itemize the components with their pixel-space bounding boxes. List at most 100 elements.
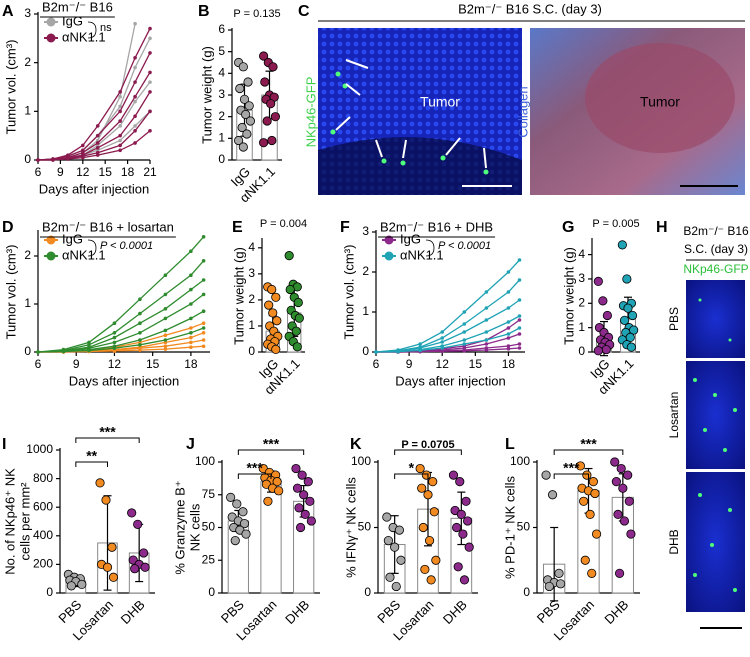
data-point [383, 535, 393, 546]
panel-letter: E [232, 219, 243, 236]
fluorescence-image [686, 280, 745, 358]
data-point [580, 555, 590, 565]
y-tick-label: 3 [362, 224, 369, 238]
data-point [614, 568, 625, 578]
data-point [36, 350, 40, 354]
y-tick-label: 6 [218, 22, 225, 36]
data-point [618, 483, 628, 493]
data-point [201, 309, 206, 314]
annotation-bracket [87, 239, 97, 257]
x-tick-label: 12 [76, 165, 90, 179]
panel-letter: D [2, 219, 14, 236]
x-tick-label: 9 [406, 357, 413, 371]
data-point [266, 99, 276, 109]
data-point [517, 332, 522, 336]
x-tick-label: 21 [143, 165, 157, 179]
data-point [241, 109, 251, 120]
legend-label: αNK1.1 [62, 247, 106, 262]
y-tick-label: 25 [202, 552, 216, 566]
comparison-label: *** [563, 460, 580, 476]
data-point [138, 297, 142, 302]
y-tick-label: 2 [218, 109, 225, 123]
x-tick-label: 6 [35, 357, 42, 371]
data-point [462, 322, 467, 326]
y-tick-label: 3 [24, 6, 31, 20]
data-point [130, 564, 140, 574]
data-point [623, 303, 633, 313]
y-tick-label: 100 [195, 454, 215, 468]
data-point [148, 26, 152, 31]
x-tick-label: 12 [436, 357, 450, 371]
y-axis-label: No. of NKp46⁺ NK [2, 468, 17, 575]
data-point [127, 508, 137, 518]
data-point [440, 330, 445, 334]
data-point [262, 116, 272, 126]
comparison-bracket [553, 473, 589, 479]
data-point [391, 581, 401, 592]
data-point [189, 335, 193, 340]
annotation: P = 0.005 [592, 218, 639, 230]
x-tick-label: 6 [373, 357, 380, 371]
data-point [95, 153, 100, 157]
data-point [517, 342, 522, 346]
data-point [107, 542, 117, 552]
data-point [517, 314, 522, 318]
data-point [101, 495, 111, 505]
data-point [163, 344, 168, 349]
y-tick-label: 100 [351, 454, 371, 468]
data-point [579, 496, 589, 506]
gfp-cells [330, 71, 489, 175]
comparison-label: *** [263, 436, 280, 452]
data-point [461, 496, 471, 506]
arrows [335, 59, 487, 169]
comparison-bracket [394, 449, 462, 455]
annotation-bracket [87, 21, 97, 39]
data-point [239, 518, 250, 529]
y-tick-label: 3 [248, 266, 255, 280]
data-point [138, 338, 142, 342]
data-point [374, 350, 378, 354]
data-point [305, 496, 315, 506]
data-point [189, 249, 193, 253]
series-line [37, 293, 204, 353]
data-point [81, 155, 85, 160]
data-point [118, 138, 122, 143]
data-point [418, 348, 422, 353]
x-tick-label: DHB [440, 597, 470, 627]
marker-label: NKp46-GFP [683, 262, 748, 276]
data-point [598, 296, 608, 306]
row-label: Losartan [667, 392, 681, 439]
data-point [297, 470, 307, 480]
legend-marker [46, 33, 56, 43]
data-point [291, 463, 301, 474]
legend-label: IgG [400, 231, 421, 246]
x-tick-label: 12 [108, 357, 122, 371]
chart-title: B2m⁻/⁻ B16 + losartan [42, 219, 174, 234]
marker-label: NKp46-GFP [303, 77, 318, 148]
x-axis-label: Days after injection [395, 373, 506, 388]
comparison-bracket [237, 473, 272, 479]
data-point [453, 562, 463, 572]
gfp-cells [693, 298, 737, 592]
y-axis-label: % Granzyme B⁺ [172, 480, 187, 574]
data-point [554, 568, 564, 578]
data-point [448, 470, 459, 480]
data-point [189, 287, 193, 292]
data-point [260, 77, 270, 87]
comparison-bracket [553, 449, 624, 455]
y-axis-label: Tumor vol. (cm³) [341, 245, 356, 340]
comparison-label: *** [580, 436, 597, 452]
data-point [108, 572, 119, 582]
data-point [627, 310, 638, 321]
panel-letter: A [2, 3, 14, 20]
data-point [517, 318, 522, 322]
y-tick-label: 0 [208, 585, 215, 599]
y-tick-label: 100 [510, 454, 530, 468]
data-point [189, 345, 193, 350]
data-point [259, 51, 269, 61]
panel-title: B2m⁻/⁻ B16 S.C. (day 3) [458, 1, 602, 16]
data-point [234, 135, 244, 146]
series-line [37, 236, 205, 353]
data-point [274, 486, 284, 496]
y-tick-label: 2 [362, 264, 369, 278]
